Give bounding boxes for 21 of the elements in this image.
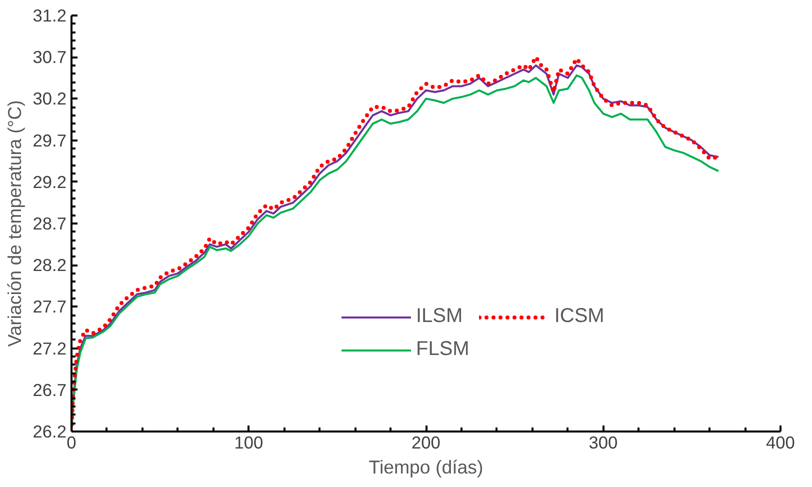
legend-label: ILSM xyxy=(416,305,463,328)
y-axis-title: Variación de temperatura (°C) xyxy=(4,100,25,347)
y-tick-label: 31.2 xyxy=(32,6,67,26)
x-tick-label: 100 xyxy=(234,432,264,452)
y-tick-label: 30.2 xyxy=(32,88,67,109)
x-tick-label: 0 xyxy=(66,432,76,452)
x-axis-title: Tiempo (días) xyxy=(368,456,484,478)
y-tick-label: 28.2 xyxy=(32,255,67,276)
y-tick-label: 28.7 xyxy=(32,214,67,234)
x-tick-label: 200 xyxy=(412,432,440,452)
legend-label: ICSM xyxy=(554,305,604,328)
legend-label: FLSM xyxy=(416,338,470,361)
x-tick-label: 400 xyxy=(766,432,795,452)
y-tick-label: 29.2 xyxy=(32,172,67,192)
y-tick-label: 27.7 xyxy=(32,296,67,317)
x-tick-label: 300 xyxy=(588,432,618,452)
y-tick-label: 30.7 xyxy=(32,47,67,68)
y-tick-label: 29.7 xyxy=(32,130,67,150)
y-tick-label: 27.2 xyxy=(32,338,67,358)
y-tick-label: 26.7 xyxy=(32,380,67,400)
y-tick-label: 26.2 xyxy=(32,422,67,442)
